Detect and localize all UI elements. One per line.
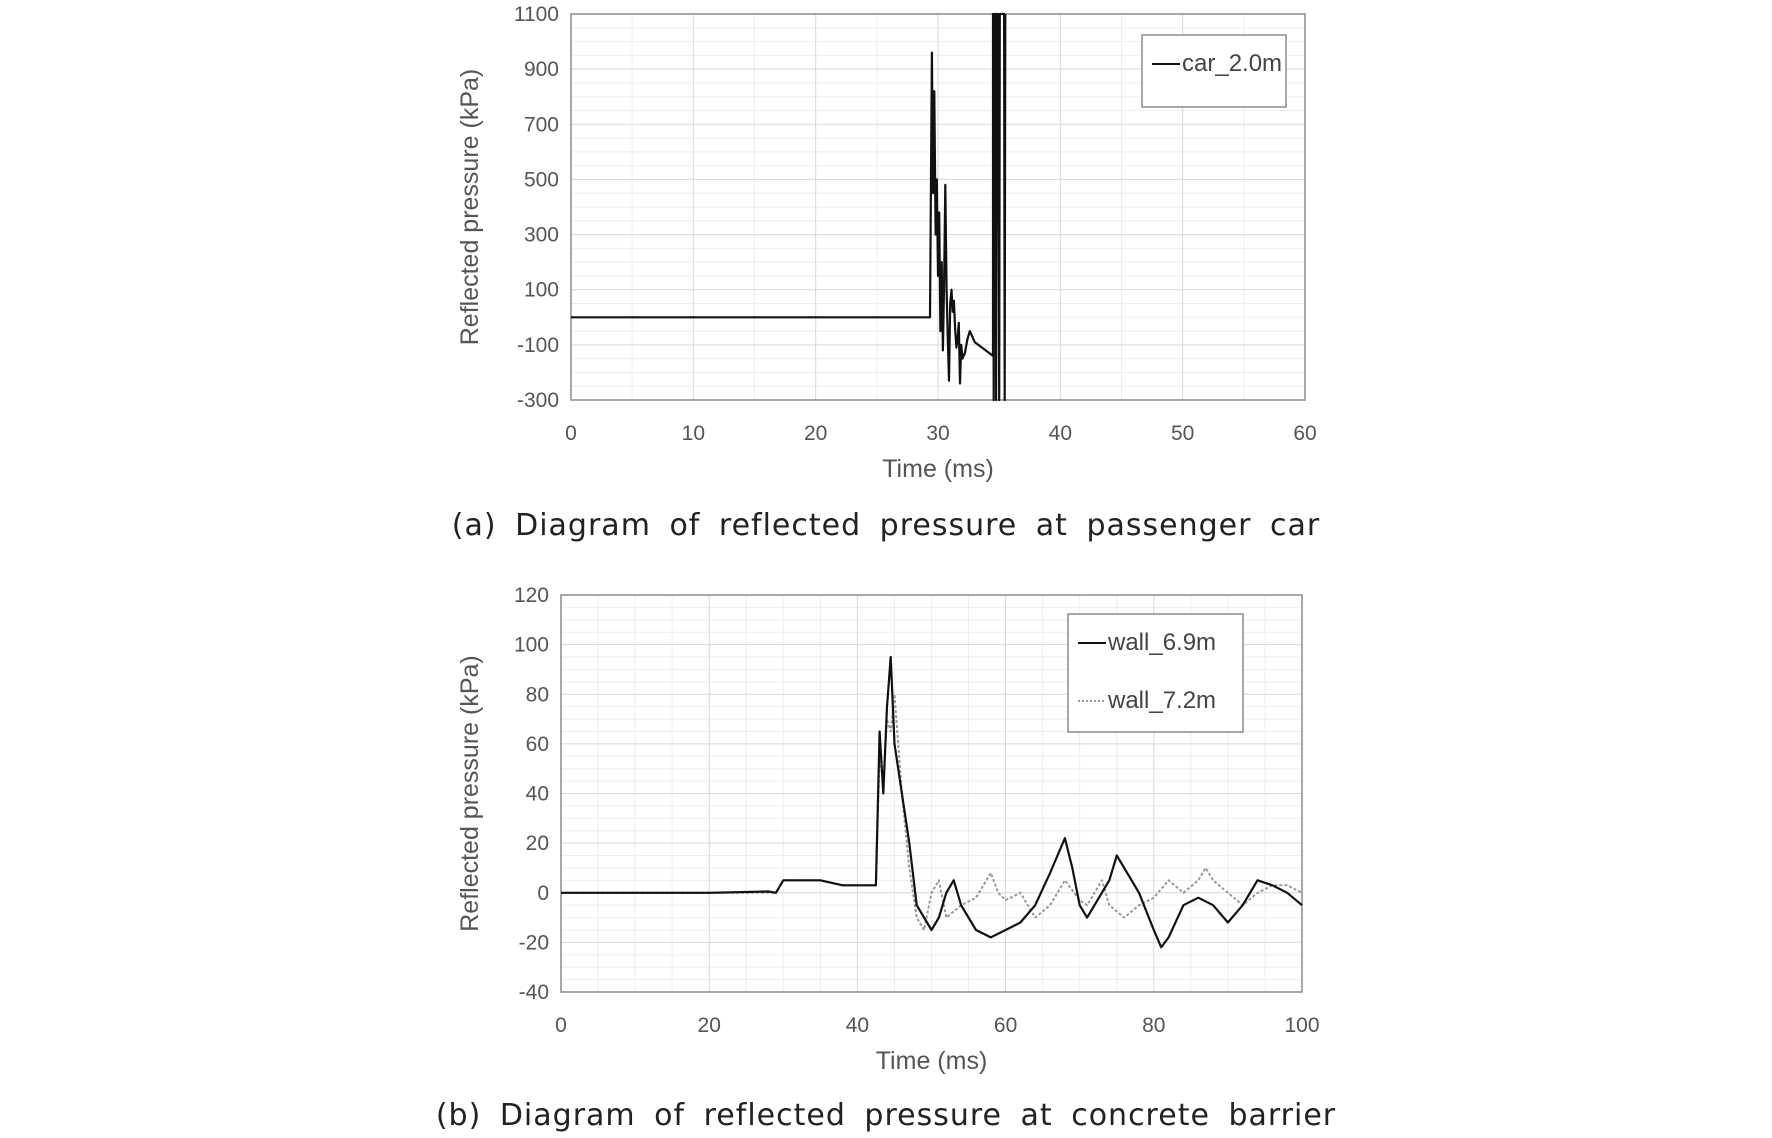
y-tick-label: 20 [526, 832, 549, 855]
legend-box [1141, 34, 1287, 108]
x-axis-title-a: Time (ms) [882, 455, 994, 483]
x-tick-label: 20 [698, 1014, 721, 1037]
y-tick-label: 100 [514, 634, 549, 657]
y-tick-label: 1100 [514, 3, 559, 26]
y-tick-labels-b: 120 100 80 60 40 20 0 -20 -40 [514, 584, 549, 1004]
legend-a: car_2.0m [1141, 34, 1287, 108]
x-tick-label: 60 [994, 1014, 1017, 1037]
x-tick-label: 100 [1284, 1014, 1319, 1037]
chart-b: 120 100 80 60 40 20 0 -20 -40 0 20 40 60 80 100 Time … [456, 584, 1320, 1075]
x-tick-label: 10 [682, 422, 705, 445]
y-tick-label: 0 [537, 882, 549, 905]
y-tick-label: 100 [524, 279, 559, 302]
series-line-car-2-0m [571, 12, 1007, 402]
x-tick-labels-b: 0 20 40 60 80 100 [555, 1014, 1319, 1037]
x-tick-label: 50 [1171, 422, 1194, 445]
series-line-wall-7-2m [561, 693, 1303, 931]
y-tick-label: -100 [517, 334, 559, 357]
legend-box [1067, 613, 1244, 733]
y-tick-label: 300 [524, 224, 559, 247]
x-tick-label: 60 [1293, 422, 1316, 445]
series-line-wall-6-9m [561, 655, 1303, 949]
x-axis-title-b: Time (ms) [876, 1047, 988, 1075]
y-tick-label: 700 [524, 113, 559, 136]
x-tick-label: 0 [555, 1014, 567, 1037]
caption-a: (a) Diagram of reflected pressure at pas… [451, 508, 1321, 543]
x-tick-label: 80 [1142, 1014, 1165, 1037]
x-tick-label: 20 [804, 422, 827, 445]
y-tick-label: 40 [526, 783, 549, 806]
legend-b: wall_6.9m wall_7.2m [1067, 613, 1244, 733]
y-tick-label: 80 [526, 683, 549, 706]
series-layer-b [561, 655, 1303, 949]
y-tick-label: 60 [526, 733, 549, 756]
legend-label: wall_7.2m [1107, 687, 1216, 714]
y-tick-label: -20 [519, 931, 549, 954]
x-tick-labels-a: 0 10 20 30 40 50 60 [565, 422, 1317, 445]
plot-border-b [560, 594, 1303, 993]
y-tick-label: 500 [524, 168, 559, 191]
chart-a: 1100 900 700 500 300 100 -100 -300 0 10 20 30 40 50 6… [456, 3, 1317, 483]
plot-border-a [570, 13, 1306, 401]
series-layer-a [571, 12, 1007, 402]
plot-frame [560, 594, 1303, 993]
x-tick-label: 30 [926, 422, 949, 445]
caption-b: (b) Diagram of reflected pressure at con… [435, 1098, 1337, 1133]
y-tick-label: 900 [524, 58, 559, 81]
x-tick-label: 0 [565, 422, 577, 445]
x-tick-label: 40 [1049, 422, 1072, 445]
legend-label: wall_6.9m [1107, 629, 1216, 656]
y-axis-title-b: Reflected pressure (kPa) [456, 655, 484, 932]
y-tick-labels-a: 1100 900 700 500 300 100 -100 -300 [514, 3, 559, 412]
y-tick-label: 120 [514, 584, 549, 607]
y-tick-label: -300 [517, 389, 559, 412]
y-tick-label: -40 [519, 981, 549, 1004]
x-tick-label: 40 [846, 1014, 869, 1037]
y-axis-title-a: Reflected pressure (kPa) [456, 69, 484, 346]
legend-label: car_2.0m [1182, 50, 1282, 77]
plot-frame [570, 13, 1306, 401]
